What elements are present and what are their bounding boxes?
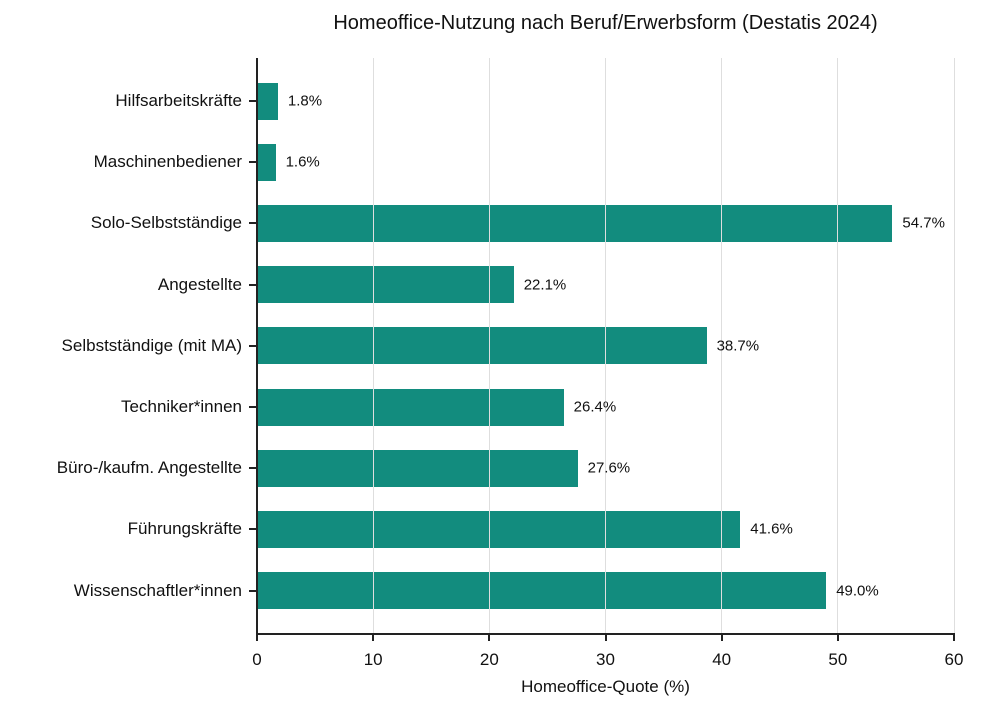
y-tick-label: Techniker*innen: [121, 397, 242, 416]
bar: [257, 204, 893, 242]
bar: [257, 449, 578, 487]
x-axis-title: Homeoffice-Quote (%): [521, 677, 690, 696]
bar: [257, 388, 564, 426]
gridline: [488, 58, 490, 633]
x-tick: [372, 634, 375, 641]
chart-title: Homeoffice-Nutzung nach Beruf/Erwerbsfor…: [333, 12, 878, 34]
x-tick-label: 0: [252, 650, 262, 669]
y-tick-label: Hilfsarbeitskräfte: [115, 91, 242, 110]
x-tick-label: 20: [479, 650, 499, 669]
bar-value-label: 1.6%: [285, 153, 320, 171]
y-tick: [249, 406, 256, 408]
y-tick-label: Führungskräfte: [127, 519, 242, 539]
x-tick-label: 30: [596, 650, 615, 669]
gridline: [605, 58, 606, 633]
bar: [257, 327, 707, 365]
y-tick-label: Selbstständige (mit MA): [61, 335, 242, 355]
y-tick-label: Solo-Selbstständige: [90, 213, 242, 233]
x-tick: [256, 634, 258, 641]
y-tick: [249, 222, 256, 225]
bar-value-label: 41.6%: [750, 520, 793, 538]
y-tick: [249, 100, 256, 102]
gridline: [372, 58, 374, 633]
y-tick: [249, 161, 256, 164]
bar-value-label: 27.6%: [587, 459, 631, 477]
bar-value-label: 54.7%: [902, 214, 945, 232]
bar: [257, 572, 827, 610]
gridline: [721, 58, 723, 633]
y-tick: [249, 344, 256, 347]
gridline: [837, 58, 839, 633]
x-tick-label: 60: [944, 650, 964, 669]
y-tick: [249, 589, 256, 592]
x-tick: [836, 634, 839, 641]
bar: [257, 143, 276, 181]
x-tick-label: 10: [363, 650, 383, 669]
y-tick: [249, 528, 256, 531]
bar: [257, 82, 278, 120]
x-tick: [953, 634, 955, 641]
bar-value-label: 22.1%: [523, 276, 567, 294]
plot-area: 1.8% 1.6% 54.7% 22.1% 38.7% 26.4% 27.6% 41.6% 49…: [257, 58, 955, 633]
bar-value-label: 38.7%: [716, 337, 760, 355]
bar: [257, 510, 741, 548]
y-tick: [249, 467, 256, 470]
x-tick-label: 40: [712, 650, 732, 669]
x-tick-label: 50: [828, 650, 848, 669]
x-tick: [604, 634, 607, 641]
y-tick-label: Wissenschaftler*innen: [73, 580, 242, 600]
bar-value-label: 49.0%: [836, 582, 879, 600]
y-tick: [249, 283, 256, 286]
bar: [257, 266, 514, 304]
bar-value-label: 26.4%: [573, 398, 617, 416]
x-tick: [488, 634, 491, 641]
bar-value-label: 1.8%: [287, 92, 323, 110]
y-tick-label: Angestellte: [157, 274, 242, 294]
y-tick-label: Maschinenbediener: [93, 152, 242, 172]
y-axis-line: [256, 58, 258, 634]
gridline: [953, 58, 955, 633]
x-tick: [720, 634, 723, 641]
y-tick-label: Büro-/kaufm. Angestellte: [56, 458, 242, 478]
